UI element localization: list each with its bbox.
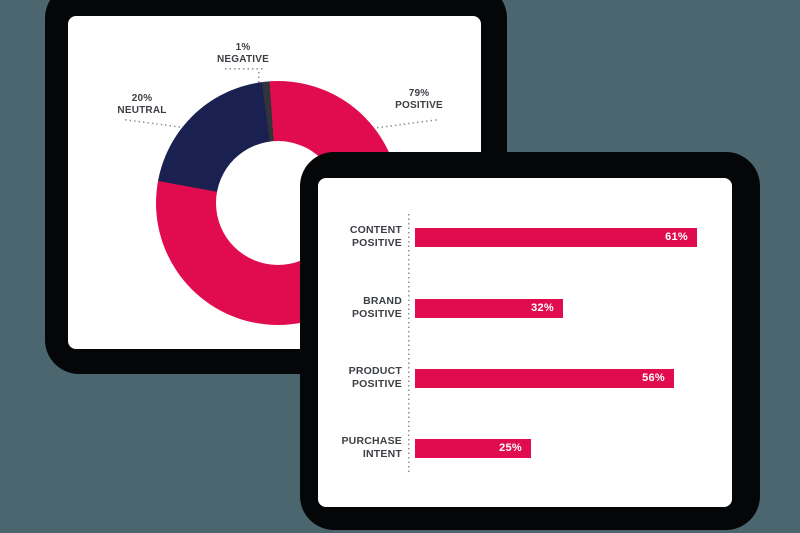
- bar-label-product-positive: PRODUCT POSITIVE: [318, 365, 402, 391]
- bar-label-line: PRODUCT: [348, 365, 402, 377]
- neutral-name: NEUTRAL: [117, 105, 167, 116]
- bar-value: 56%: [642, 372, 665, 384]
- donut-label-negative: 1% NEGATIVE: [203, 42, 283, 66]
- positive-percent: 79%: [408, 88, 430, 99]
- donut-label-neutral: 20% NEUTRAL: [102, 93, 182, 117]
- bar-chart-baseline: [408, 214, 410, 474]
- bar-product-positive: 56%: [415, 369, 674, 388]
- negative-name: NEGATIVE: [217, 54, 269, 65]
- bar-brand-positive: 32%: [415, 299, 563, 318]
- positive-leader-line: [376, 118, 439, 129]
- bar-label-line: POSITIVE: [351, 378, 402, 390]
- donut-label-positive: 79% POSITIVE: [379, 88, 459, 112]
- bar-purchase-intent: 25%: [415, 439, 531, 458]
- negative-leader-tick: [258, 72, 260, 83]
- positive-name: POSITIVE: [395, 100, 443, 111]
- bar-value: 32%: [531, 302, 554, 314]
- negative-leader-line: [225, 68, 263, 70]
- bar-content-positive: 61%: [415, 228, 697, 247]
- neutral-leader-line: [124, 119, 186, 129]
- bar-label-line: BRAND: [363, 295, 402, 307]
- bar-card: CONTENT POSITIVE 61% BRAND POSITIVE 32% …: [318, 178, 732, 507]
- bar-label-line: INTENT: [362, 448, 402, 460]
- bar-label-line: POSITIVE: [351, 237, 402, 249]
- bar-value: 25%: [499, 442, 522, 454]
- neutral-percent: 20%: [131, 93, 153, 104]
- bar-label-line: POSITIVE: [351, 308, 402, 320]
- bar-label-line: PURCHASE: [341, 435, 402, 447]
- bar-label-content-positive: CONTENT POSITIVE: [318, 224, 402, 250]
- bar-label-purchase-intent: PURCHASE INTENT: [318, 435, 402, 461]
- bar-label-line: CONTENT: [349, 224, 402, 236]
- bar-label-brand-positive: BRAND POSITIVE: [318, 295, 402, 321]
- negative-percent: 1%: [235, 42, 251, 53]
- bar-value: 61%: [665, 231, 688, 243]
